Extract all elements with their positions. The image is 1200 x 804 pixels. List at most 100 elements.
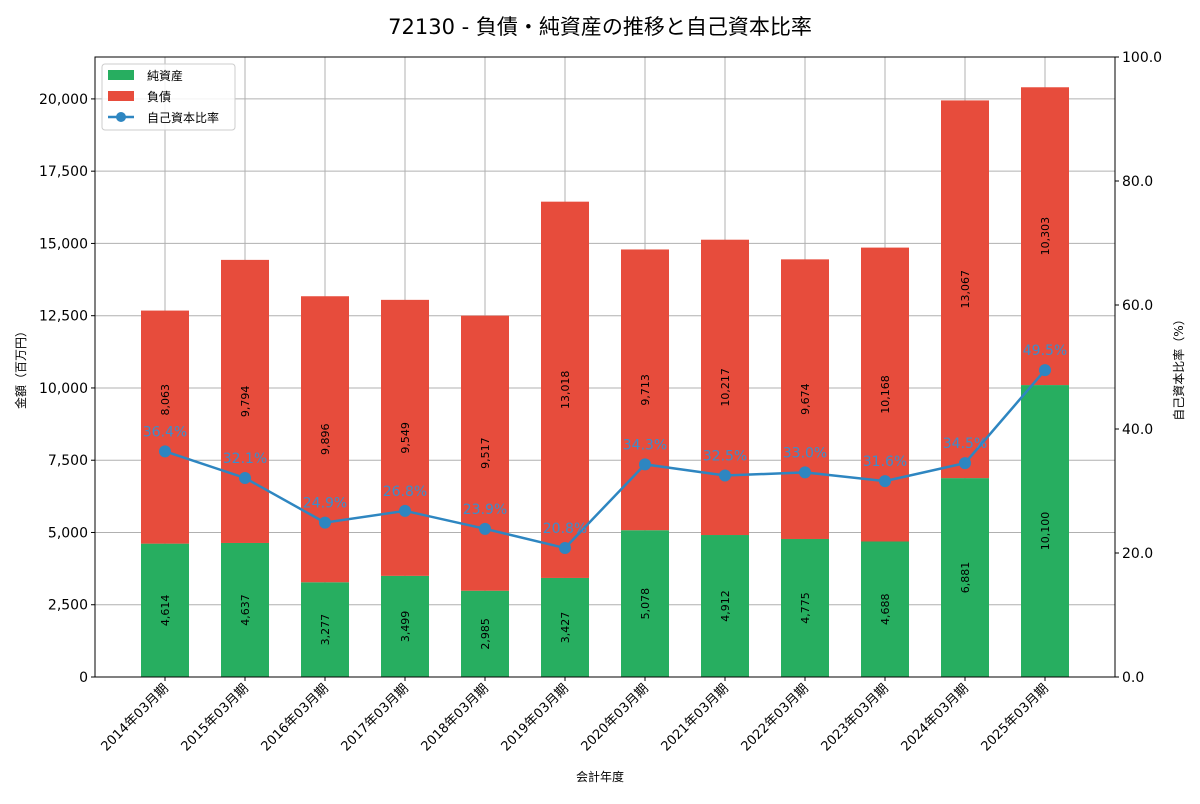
legend-label-equity-ratio: 自己資本比率 [147,110,219,125]
chart-title: 72130 - 負債・純資産の推移と自己資本比率 [388,15,812,39]
bar-label-liabilities: 9,896 [319,424,332,456]
bar-liabilities [461,315,509,591]
bar-liabilities [381,299,429,576]
legend-label-net-assets: 純資産 [147,68,183,83]
bar-net-assets [461,590,509,677]
x-tick-label: 2015年03月期 [179,681,252,754]
equity-ratio-point [559,542,571,555]
bar-net-assets [301,582,349,677]
y2-tick-label: 40.0 [1122,422,1153,438]
y2-tick-label: 80.0 [1122,174,1153,190]
y-tick-label: 10,000 [39,381,88,397]
y2-tick-label: 60.0 [1122,298,1153,314]
equity-ratio-point [319,516,331,529]
x-tick-label: 2024年03月期 [899,681,972,754]
equity-ratio-label: 26.8% [383,484,427,500]
equity-ratio-label: 49.5% [1023,343,1067,359]
equity-ratio-label: 33.0% [783,445,827,461]
legend-marker-equity-ratio [116,112,126,122]
y-tick-label: 0 [79,670,88,686]
bar-liabilities [1021,87,1069,386]
x-axis-label: 会計年度 [576,769,624,784]
bar-label-net-assets: 4,637 [239,594,252,626]
bar-net-assets [701,535,749,677]
plot-frame [94,56,1116,678]
y-tick-label: 2,500 [48,598,88,614]
equity-ratio-label: 20.8% [543,521,587,537]
equity-ratio-point [719,469,731,482]
y-tick-label: 20,000 [39,92,88,108]
y-tick-label: 17,500 [39,164,88,180]
equity-ratio-label: 34.3% [623,437,667,453]
bar-net-assets [861,541,909,677]
legend: 純資産 負債 自己資本比率 [101,63,236,131]
equity-ratio-point [799,466,811,479]
equity-ratio-point [1039,364,1051,377]
bar-liabilities [301,296,349,583]
bar-label-net-assets: 3,499 [399,611,412,643]
x-tick-label: 2018年03月期 [419,681,492,754]
equity-ratio-point [639,458,651,471]
equity-ratio-label: 31.6% [863,454,907,470]
equity-ratio-point [479,522,491,535]
bar-net-assets [781,538,829,677]
bar-label-net-assets: 10,100 [1039,512,1052,551]
equity-ratio-point [959,457,971,470]
y2-tick-label: 0.0 [1122,670,1144,686]
y2-tick-label: 20.0 [1122,546,1153,562]
x-tick-label: 2022年03月期 [739,681,812,754]
equity-ratio-label: 32.5% [703,449,747,465]
bar-label-net-assets: 4,912 [719,590,732,622]
equity-ratio-line [164,369,1046,550]
bar-label-net-assets: 5,078 [639,588,652,620]
legend-swatch-liabilities [108,91,134,101]
bar-label-net-assets: 2,985 [479,618,492,650]
equity-ratio-point [879,475,891,488]
bar-label-liabilities: 10,303 [1039,217,1052,256]
x-tick-label: 2017年03月期 [339,681,412,754]
y-axis-label: 金額（百万円） [13,325,28,409]
equity-ratio-label: 36.4% [143,424,187,440]
legend-label-liabilities: 負債 [147,89,171,104]
x-tick-label: 2023年03月期 [819,681,892,754]
equity-ratio-label: 34.5% [943,436,987,452]
bar-label-liabilities: 13,018 [559,371,572,410]
x-tick-label: 2025年03月期 [979,681,1052,754]
bar-net-assets [141,543,189,677]
equity-ratio-label: 32.1% [223,451,267,467]
y-tick-label: 7,500 [48,453,88,469]
bar-net-assets [221,542,269,677]
bar-net-assets [621,530,669,677]
x-tick-label: 2020年03月期 [579,681,652,754]
bar-net-assets [1021,385,1069,677]
bar-label-net-assets: 3,277 [319,614,332,646]
bar-liabilities [621,249,669,531]
bar-label-net-assets: 4,688 [879,593,892,625]
y-tick-label: 15,000 [39,236,88,252]
bar-label-liabilities: 13,067 [959,270,972,309]
bar-liabilities [861,247,909,542]
bar-liabilities [941,100,989,479]
x-tick-label: 2016年03月期 [259,681,332,754]
bar-label-liabilities: 9,549 [399,422,412,454]
bar-label-liabilities: 8,063 [159,384,172,416]
y2-tick-label: 100.0 [1122,50,1162,66]
equity-ratio-point [159,445,171,458]
equity-ratio-point [239,471,251,484]
bar-label-net-assets: 4,614 [159,595,172,627]
y-tick-label: 12,500 [39,309,88,325]
equity-ratio-label: 24.9% [303,496,347,512]
bar-liabilities [141,310,189,544]
bar-net-assets [381,575,429,677]
bar-net-assets [941,478,989,677]
y2-axis-label: 自己資本比率（%） [1171,313,1186,420]
bar-label-net-assets: 6,881 [959,562,972,594]
y-tick-label: 5,000 [48,525,88,541]
x-tick-label: 2019年03月期 [499,681,572,754]
x-tick-label: 2014年03月期 [99,681,172,754]
bar-label-liabilities: 9,674 [799,383,812,415]
bar-net-assets [541,577,589,677]
bar-liabilities [221,259,269,543]
